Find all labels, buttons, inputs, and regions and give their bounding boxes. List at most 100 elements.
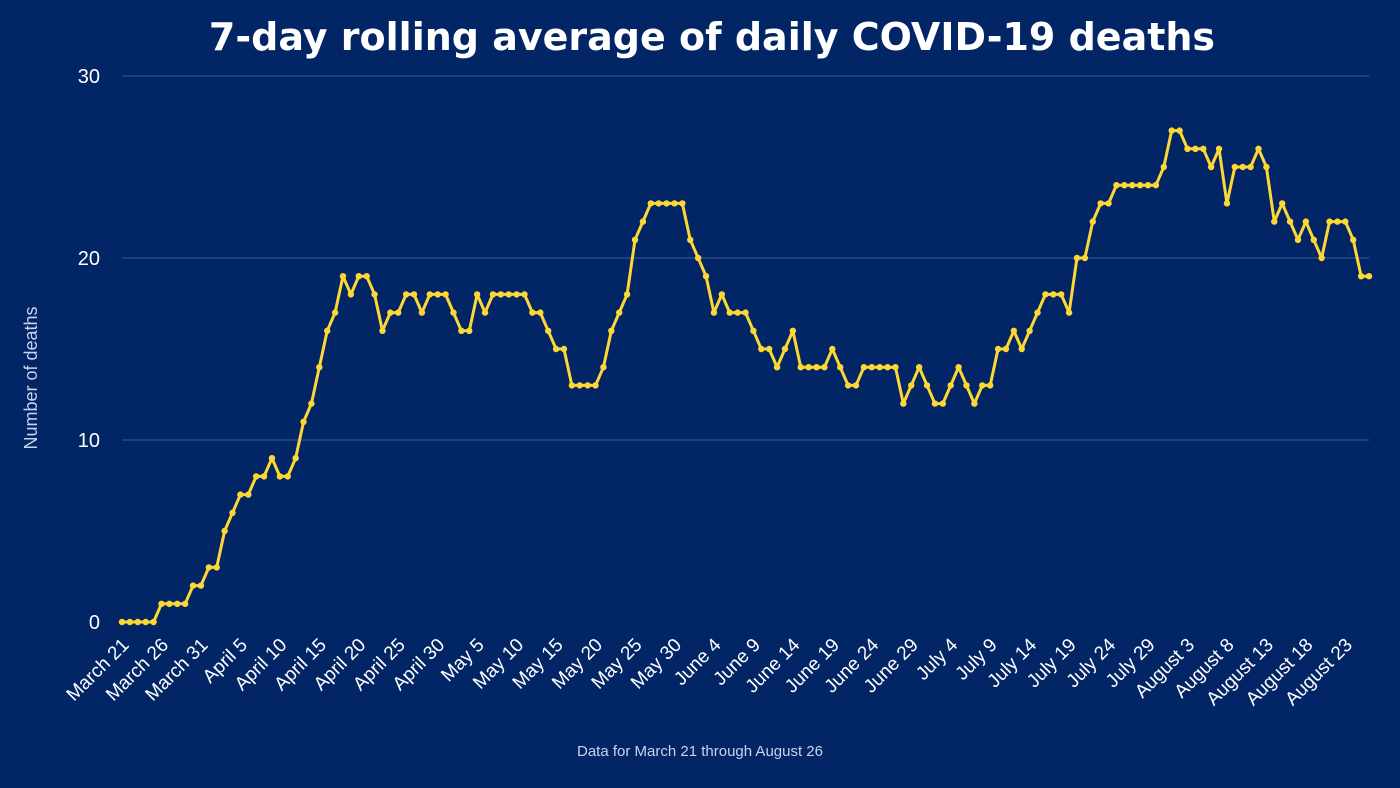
data-point — [1278, 200, 1286, 207]
data-point — [426, 291, 433, 298]
data-point — [284, 473, 291, 480]
data-point — [710, 309, 718, 316]
data-point — [521, 291, 528, 298]
data-point — [639, 218, 647, 225]
data-point — [197, 582, 205, 589]
data-point — [1247, 163, 1254, 171]
data-point — [324, 327, 331, 334]
data-point — [734, 309, 741, 316]
y-tick-label: 10 — [78, 430, 100, 452]
data-point — [1231, 163, 1239, 171]
data-point — [947, 382, 954, 389]
data-point — [300, 418, 307, 425]
data-point — [758, 345, 765, 353]
data-point — [1002, 345, 1010, 353]
data-point — [844, 382, 852, 389]
data-point — [260, 473, 268, 480]
data-point — [1223, 200, 1231, 207]
y-tick-label: 30 — [78, 66, 100, 88]
data-point — [900, 400, 907, 407]
data-point — [955, 364, 962, 371]
data-point — [1176, 127, 1183, 134]
data-point — [450, 309, 457, 316]
data-point — [1271, 218, 1278, 225]
data-point — [1215, 145, 1223, 152]
data-point — [118, 618, 126, 626]
data-point — [221, 527, 228, 535]
data-point — [1334, 218, 1341, 225]
data-point — [387, 309, 394, 316]
data-point — [158, 600, 165, 607]
data-point — [1058, 291, 1065, 298]
data-point — [1302, 218, 1310, 225]
data-point — [1310, 236, 1317, 243]
data-point — [505, 291, 512, 298]
data-point — [1097, 200, 1104, 207]
data-point — [1018, 345, 1025, 353]
data-point — [1255, 145, 1262, 152]
data-point — [750, 327, 757, 334]
data-point — [1113, 182, 1120, 189]
data-point — [331, 309, 339, 316]
data-point — [1318, 254, 1325, 262]
data-point — [986, 382, 994, 389]
data-point — [142, 618, 149, 626]
data-point — [1326, 218, 1333, 225]
data-point — [1065, 309, 1073, 316]
data-point — [205, 564, 213, 571]
data-point — [647, 200, 654, 207]
data-point — [1239, 163, 1246, 171]
data-point — [671, 200, 678, 207]
data-point — [347, 291, 355, 298]
data-point — [363, 273, 370, 280]
data-point — [434, 291, 441, 298]
data-point — [237, 491, 244, 498]
data-point — [1365, 273, 1373, 280]
data-point — [979, 382, 986, 389]
data-point — [1286, 218, 1294, 225]
data-point — [616, 309, 623, 316]
data-point — [687, 236, 694, 243]
data-point — [876, 364, 883, 371]
data-point — [1152, 182, 1160, 189]
data-point — [1089, 218, 1096, 225]
data-point — [829, 345, 836, 353]
data-point — [813, 364, 820, 371]
data-point — [308, 400, 315, 407]
data-point — [316, 364, 323, 371]
data-point — [1350, 236, 1357, 243]
series-line — [122, 129, 1369, 624]
data-point — [908, 382, 915, 389]
data-point — [189, 582, 197, 589]
data-point — [166, 600, 173, 607]
data-point — [268, 455, 276, 462]
data-point — [576, 382, 583, 389]
y-tick-label: 20 — [78, 248, 100, 270]
data-point — [789, 327, 797, 334]
data-point — [560, 345, 568, 353]
data-point — [592, 382, 599, 389]
data-point — [379, 327, 386, 334]
data-point — [1050, 291, 1057, 298]
data-point — [458, 327, 465, 334]
data-point — [1168, 127, 1175, 134]
data-point — [765, 345, 773, 353]
data-point — [410, 291, 418, 298]
data-point — [1105, 200, 1112, 207]
data-point — [892, 364, 899, 371]
data-point — [229, 509, 236, 516]
data-point — [473, 291, 481, 298]
data-point — [213, 564, 220, 571]
data-point — [1010, 327, 1018, 334]
data-point — [418, 309, 426, 316]
data-point — [1263, 163, 1270, 171]
data-point — [371, 291, 378, 298]
data-point — [1357, 273, 1365, 280]
y-tick-label: 0 — [89, 612, 100, 634]
data-point — [355, 273, 362, 280]
data-point — [805, 364, 812, 371]
data-point — [718, 291, 726, 298]
data-point — [1073, 254, 1081, 262]
data-point — [174, 600, 181, 607]
